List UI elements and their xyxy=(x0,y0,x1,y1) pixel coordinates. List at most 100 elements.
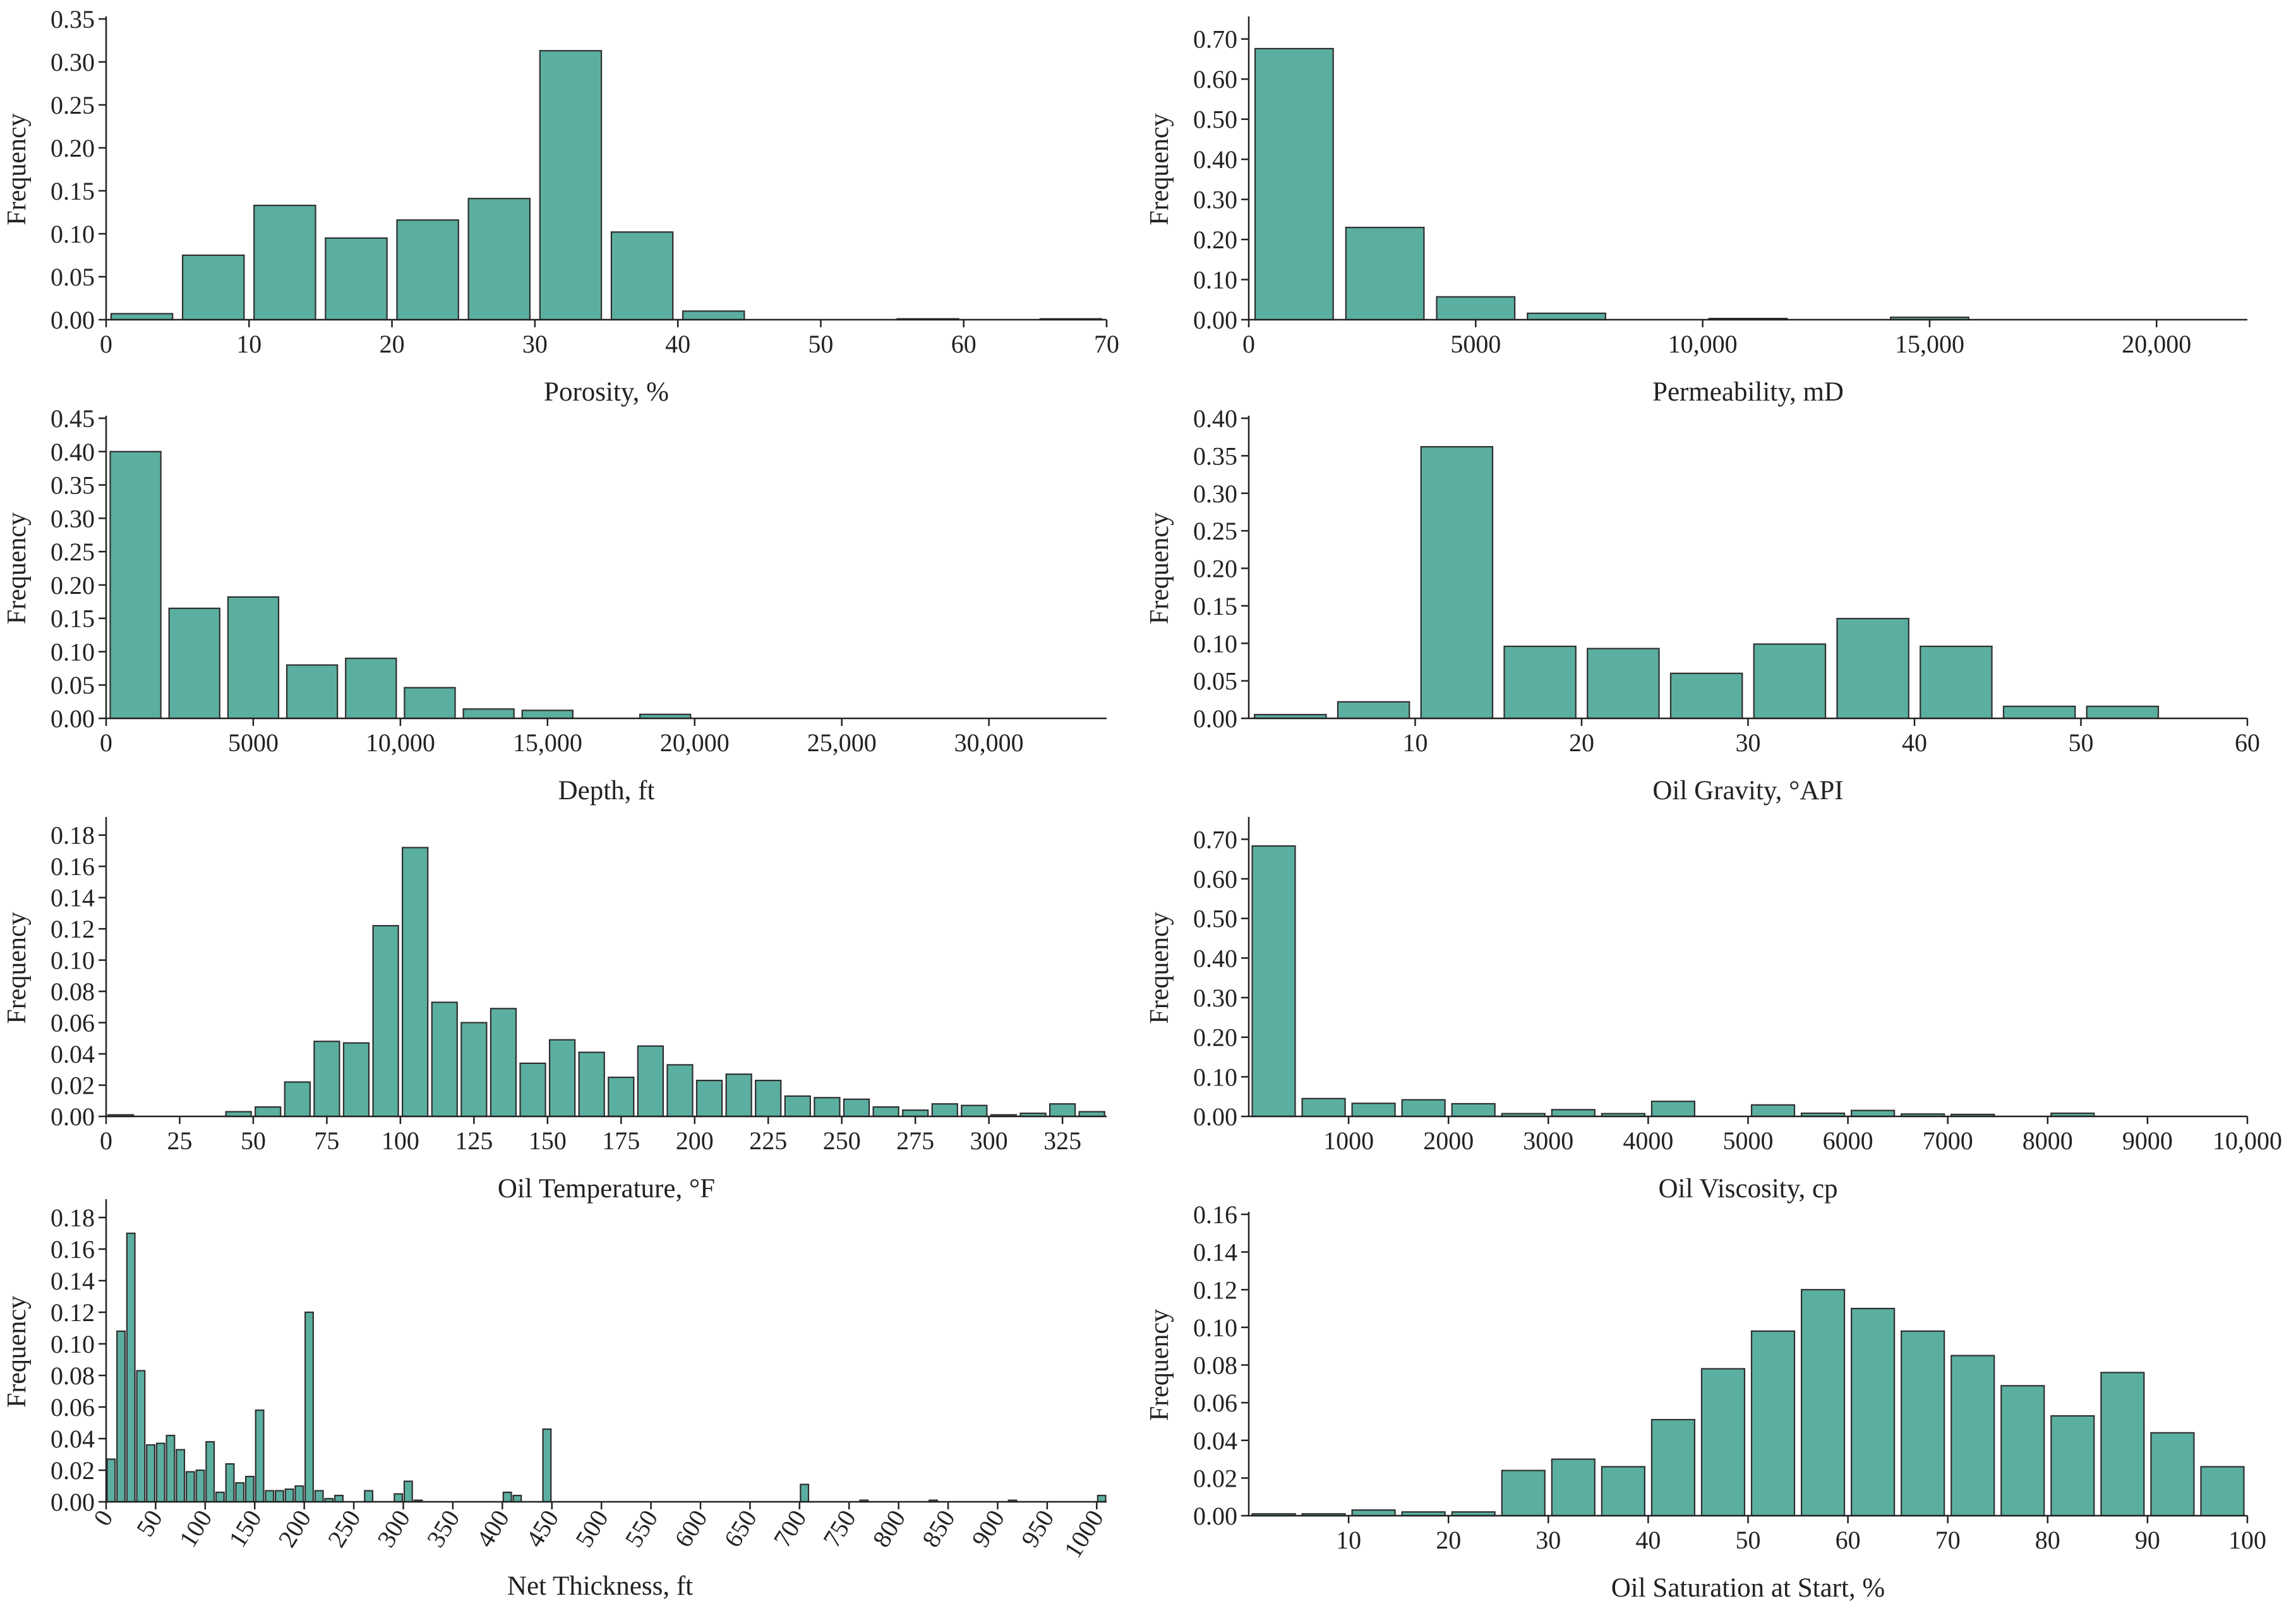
histogram-bar xyxy=(1750,1104,1796,1118)
y-axis-title: Frequency xyxy=(1145,1309,1174,1421)
histogram-bar xyxy=(1750,1330,1796,1517)
histogram-bar xyxy=(345,657,397,720)
y-tick-label: 0.35 xyxy=(51,471,95,500)
histogram-bar xyxy=(1351,1103,1396,1118)
x-tick-label: 50 xyxy=(1736,1526,1761,1554)
x-tick-label: 550 xyxy=(619,1505,663,1552)
histogram-bar xyxy=(1527,312,1606,321)
y-tick-label: 0.00 xyxy=(51,1488,95,1516)
y-tick-label: 0.30 xyxy=(1193,984,1237,1012)
x-tick-label: 850 xyxy=(917,1505,961,1552)
histogram-bar xyxy=(304,1311,314,1503)
x-tick-label: 175 xyxy=(602,1127,640,1155)
depth-histogram: 0.00 0.05 0.10 0.15 0.20 0.25 0.30 0.35 0.40 0.45… xyxy=(3,404,1107,806)
oil-gravity-histogram: 0.00 0.05 0.10 0.15 0.20 0.25 0.30 0.35 0.40 10 20… xyxy=(1145,404,2260,806)
histogram-bar xyxy=(168,607,220,720)
x-tick-label: 40 xyxy=(1902,728,1927,757)
y-tick-label: 0.50 xyxy=(1193,905,1237,933)
histogram-bar xyxy=(1503,645,1577,720)
y-tick-label: 0.05 xyxy=(1193,667,1237,696)
x-axis-title: Depth, ft xyxy=(558,776,655,806)
x-tick-label: 650 xyxy=(718,1505,762,1552)
porosity-histogram: 0.00 0.05 0.10 0.15 0.20 0.25 0.30 0.35 0 10 20 30 4… xyxy=(3,5,1119,407)
y-tick-label: 0.16 xyxy=(51,852,95,881)
y-tick-label: 0.40 xyxy=(1193,404,1237,433)
histogram-bar xyxy=(931,1103,958,1118)
x-tick-label: 7000 xyxy=(1923,1127,1973,1155)
y-tick-label: 0.14 xyxy=(51,884,95,912)
x-tick-label: 1000 xyxy=(1323,1127,1374,1155)
oil-temperature-histogram: 0.00 0.02 0.04 0.06 0.080.10 0.12 0.14 0.160.18… xyxy=(3,817,1107,1204)
x-tick-label: 0 xyxy=(88,1505,119,1531)
y-tick-label: 0.02 xyxy=(1193,1464,1237,1492)
x-tick-label: 700 xyxy=(767,1505,812,1552)
y-tick-label: 0.20 xyxy=(1193,226,1237,254)
y-tick-label: 0.25 xyxy=(51,538,95,566)
histogram-bar xyxy=(460,1022,488,1118)
x-tick-label: 20 xyxy=(1569,728,1594,757)
y-axis-title: Frequency xyxy=(1145,912,1174,1024)
y-tick-label: 0.15 xyxy=(51,605,95,633)
y-tick-label: 0.50 xyxy=(1193,106,1237,134)
x-tick-label: 40 xyxy=(665,330,690,358)
y-tick-label: 0.14 xyxy=(1193,1238,1237,1267)
histogram-bar xyxy=(2100,1372,2145,1517)
y-tick-label: 0.04 xyxy=(51,1040,95,1068)
x-tick-label: 200 xyxy=(272,1505,316,1552)
histogram-bar xyxy=(1851,1109,1896,1118)
y-tick-label: 0.18 xyxy=(51,821,95,850)
x-tick-label: 325 xyxy=(1043,1127,1081,1155)
histogram-bar xyxy=(1337,701,1410,720)
y-tick-label: 0.20 xyxy=(1193,1024,1237,1052)
x-tick-label: 15,000 xyxy=(1895,330,1964,358)
histogram-bar xyxy=(2002,705,2076,720)
net-thickness-histogram: 0.00 0.02 0.04 0.06 0.08 0.10 0.12 0.14 0.16 0.18… xyxy=(3,1199,1109,1601)
histogram-bar xyxy=(284,1488,294,1503)
y-tick-label: 0.10 xyxy=(51,220,95,248)
y-tick-label: 0.70 xyxy=(1193,825,1237,854)
histogram-bar xyxy=(136,1370,146,1503)
histogram-bar xyxy=(1097,1494,1107,1503)
histogram-bar xyxy=(725,1073,752,1118)
histogram-bar xyxy=(2150,1432,2195,1517)
x-tick-label: 60 xyxy=(2235,728,2260,757)
x-tick-label: 0 xyxy=(100,728,112,757)
y-tick-label: 0.70 xyxy=(1193,25,1237,54)
x-axis-title: Oil Viscosity, cp xyxy=(1658,1174,1837,1204)
x-tick-label: 9000 xyxy=(2122,1127,2173,1155)
histogram-bar xyxy=(215,1491,225,1503)
y-tick-label: 0.00 xyxy=(1193,306,1237,334)
histogram-bar xyxy=(1501,1470,1546,1517)
y-axis-title: Frequency xyxy=(3,113,32,225)
histogram-bar xyxy=(165,1434,176,1503)
histogram-bar xyxy=(431,1001,458,1118)
histogram-bar xyxy=(1436,296,1516,321)
histogram-bar xyxy=(116,1330,126,1503)
histogram-bar xyxy=(1669,672,1743,720)
x-tick-label: 10,000 xyxy=(1668,330,1738,358)
y-tick-label: 0.10 xyxy=(51,946,95,975)
histogram-bar xyxy=(334,1494,344,1503)
y-tick-label: 0.12 xyxy=(51,915,95,943)
y-tick-label: 0.08 xyxy=(51,1362,95,1390)
x-tick-label: 300 xyxy=(970,1127,1008,1155)
y-tick-label: 0.10 xyxy=(1193,629,1237,658)
histogram-bar xyxy=(294,1485,304,1503)
x-tick-label: 50 xyxy=(131,1505,168,1542)
x-axis-title: Net Thickness, ft xyxy=(507,1571,693,1601)
histogram-bar xyxy=(843,1098,870,1118)
histogram-bar xyxy=(181,254,245,321)
y-tick-label: 0.10 xyxy=(51,637,95,666)
histogram-bar xyxy=(1351,1509,1396,1517)
x-tick-label: 950 xyxy=(1016,1505,1060,1552)
histogram-bar xyxy=(1254,47,1334,321)
histogram-bar xyxy=(185,1471,195,1503)
histogram-bar xyxy=(205,1441,215,1503)
y-tick-label: 0.05 xyxy=(51,263,95,291)
x-axis-title: Oil Saturation at Start, % xyxy=(1611,1573,1885,1603)
x-tick-label: 100 xyxy=(2228,1526,2266,1554)
histogram-bar xyxy=(462,708,515,720)
y-tick-label: 0.40 xyxy=(1193,944,1237,972)
y-tick-label: 0.00 xyxy=(51,704,95,733)
x-tick-label: 30 xyxy=(1736,728,1761,757)
